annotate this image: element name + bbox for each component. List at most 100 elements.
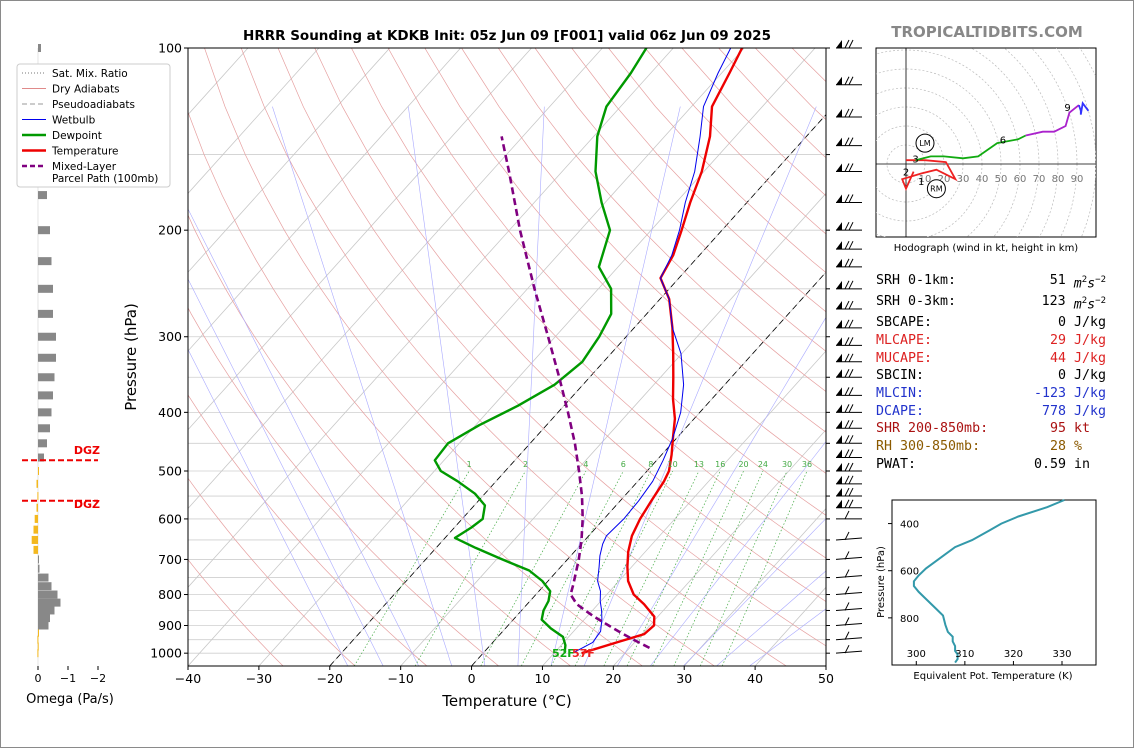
mixing-ratio-label: 1 [467, 460, 472, 469]
wind-barb-feather [844, 387, 850, 396]
wind-barb-flag [836, 108, 842, 117]
moist-adiabat [716, 570, 826, 666]
moist-adiabat [650, 441, 826, 666]
omega-bar [38, 598, 61, 607]
wind-barb-feather [848, 449, 854, 458]
stat-row: SRH 0-1km: 51 m2s−2 [876, 272, 1106, 293]
wind-barb-feather [844, 137, 850, 146]
x-tick-label: 40 [747, 671, 763, 686]
legend-label: Temperature [51, 146, 119, 158]
legend-label: Wetbulb [52, 115, 96, 127]
legend: Sat. Mix. Ratio Dry Adiabats Pseudoadiabat… [16, 63, 171, 188]
stat-label: SRH 0-3km: [876, 294, 957, 310]
dry-adiabat [188, 307, 499, 666]
mixing-ratio-line [353, 470, 470, 666]
stat-row: SRH 0-3km: 123 m2s−2 [876, 293, 1106, 314]
x-axis-label: Temperature (°C) [441, 692, 571, 710]
hodograph-ring-label: 30 [957, 174, 970, 185]
omega-bar [38, 44, 41, 52]
omega-bar [38, 191, 47, 200]
wind-barb [835, 622, 863, 626]
wind-barb-feather [844, 435, 850, 444]
wind-barb-flag [836, 435, 842, 444]
x-tick-label: −10 [387, 671, 413, 686]
dry-adiabat [188, 214, 571, 666]
omega-bar [38, 614, 50, 623]
series-dewpoint [433, 48, 648, 654]
isotherm [188, 48, 461, 352]
mixing-ratio-label: 6 [621, 460, 626, 469]
moist-adiabat [188, 278, 384, 666]
isotherm [188, 48, 391, 273]
y-tick-label: 600 [158, 511, 182, 526]
isotherm [188, 48, 532, 431]
wind-barb-flag [836, 404, 842, 413]
watermark: TROPICALTIDBITS.COM [891, 23, 1083, 41]
y-tick-label: 200 [158, 223, 182, 238]
omega-bar [38, 373, 55, 382]
isotherm [188, 48, 674, 588]
wind-barb-feather [848, 499, 854, 508]
y-tick-label: 1000 [150, 646, 182, 661]
wind-barb-feather [848, 108, 854, 118]
wind-barb [835, 556, 863, 560]
hodograph-ring-label: 60 [1014, 174, 1027, 185]
hodograph-height-label: 6 [1000, 135, 1006, 146]
wind-barb-feather [848, 435, 854, 444]
omega-bar [38, 332, 56, 341]
omega-bar [38, 590, 58, 599]
y-tick-label: 700 [158, 552, 182, 567]
isotherm [188, 48, 745, 666]
omega-bar [31, 535, 38, 544]
stat-label: DCAPE: [876, 403, 925, 419]
mixing-ratio-line [521, 470, 624, 666]
wind-barb-feather [844, 353, 850, 363]
wind-barb-feather [844, 369, 850, 378]
omega-bar [34, 514, 38, 523]
series-temperature [581, 48, 744, 655]
mixing-ratio-label: 16 [715, 460, 725, 469]
wind-barb-feather [844, 240, 850, 250]
isotherm [613, 429, 826, 666]
isotherm [542, 350, 826, 666]
hodograph-trace [1078, 100, 1090, 115]
omega-bar [36, 503, 38, 512]
wind-barb-feather [848, 39, 854, 49]
wind-barb-feather [844, 631, 850, 640]
isotherm [258, 48, 816, 666]
mixing-ratio-line [673, 470, 764, 666]
wind-barb-feather [848, 319, 854, 329]
wind-barb-feather [844, 449, 850, 458]
hodograph-ring-label: 10 [919, 174, 932, 185]
stat-unit: J/kg [1073, 386, 1106, 402]
mixing-ratio-label: 36 [802, 460, 812, 469]
wind-barb-feather [844, 487, 850, 497]
stat-value: 0 [1057, 368, 1066, 384]
dgz-label-top: DGZ [74, 444, 100, 457]
wind-barb-feather [848, 221, 854, 231]
isotherm [683, 507, 826, 666]
omega-bar [38, 621, 49, 630]
wind-barb-feather [848, 258, 854, 268]
wind-barb-flag [836, 369, 842, 378]
wind-barb-feather [848, 240, 854, 250]
wind-barb-feather [848, 387, 854, 396]
wind-barb-feather [844, 76, 850, 85]
stat-row: DCAPE: 778 J/kg [876, 403, 1106, 421]
hodograph-frame [875, 47, 1097, 238]
wind-barb-flag [836, 463, 842, 472]
freezing-isotherm [329, 114, 826, 666]
wind-barb-feather [844, 551, 850, 560]
theta-e-ytick-label: 400 [900, 520, 919, 531]
theta-e-ytick-label: 800 [900, 614, 919, 625]
omega-bar [38, 408, 52, 417]
stat-label: SHR 200-850mb: [876, 421, 989, 437]
moist-adiabat [517, 106, 545, 666]
stat-unit: J/kg [1073, 315, 1106, 331]
stat-label: SBCAPE: [876, 315, 933, 331]
wind-barb-feather [844, 420, 850, 429]
wind-barb-flag [836, 40, 842, 48]
hodograph-lm-marker [915, 133, 935, 153]
mixing-ratio-label: 2 [523, 460, 528, 469]
y-tick-label: 300 [158, 329, 182, 344]
